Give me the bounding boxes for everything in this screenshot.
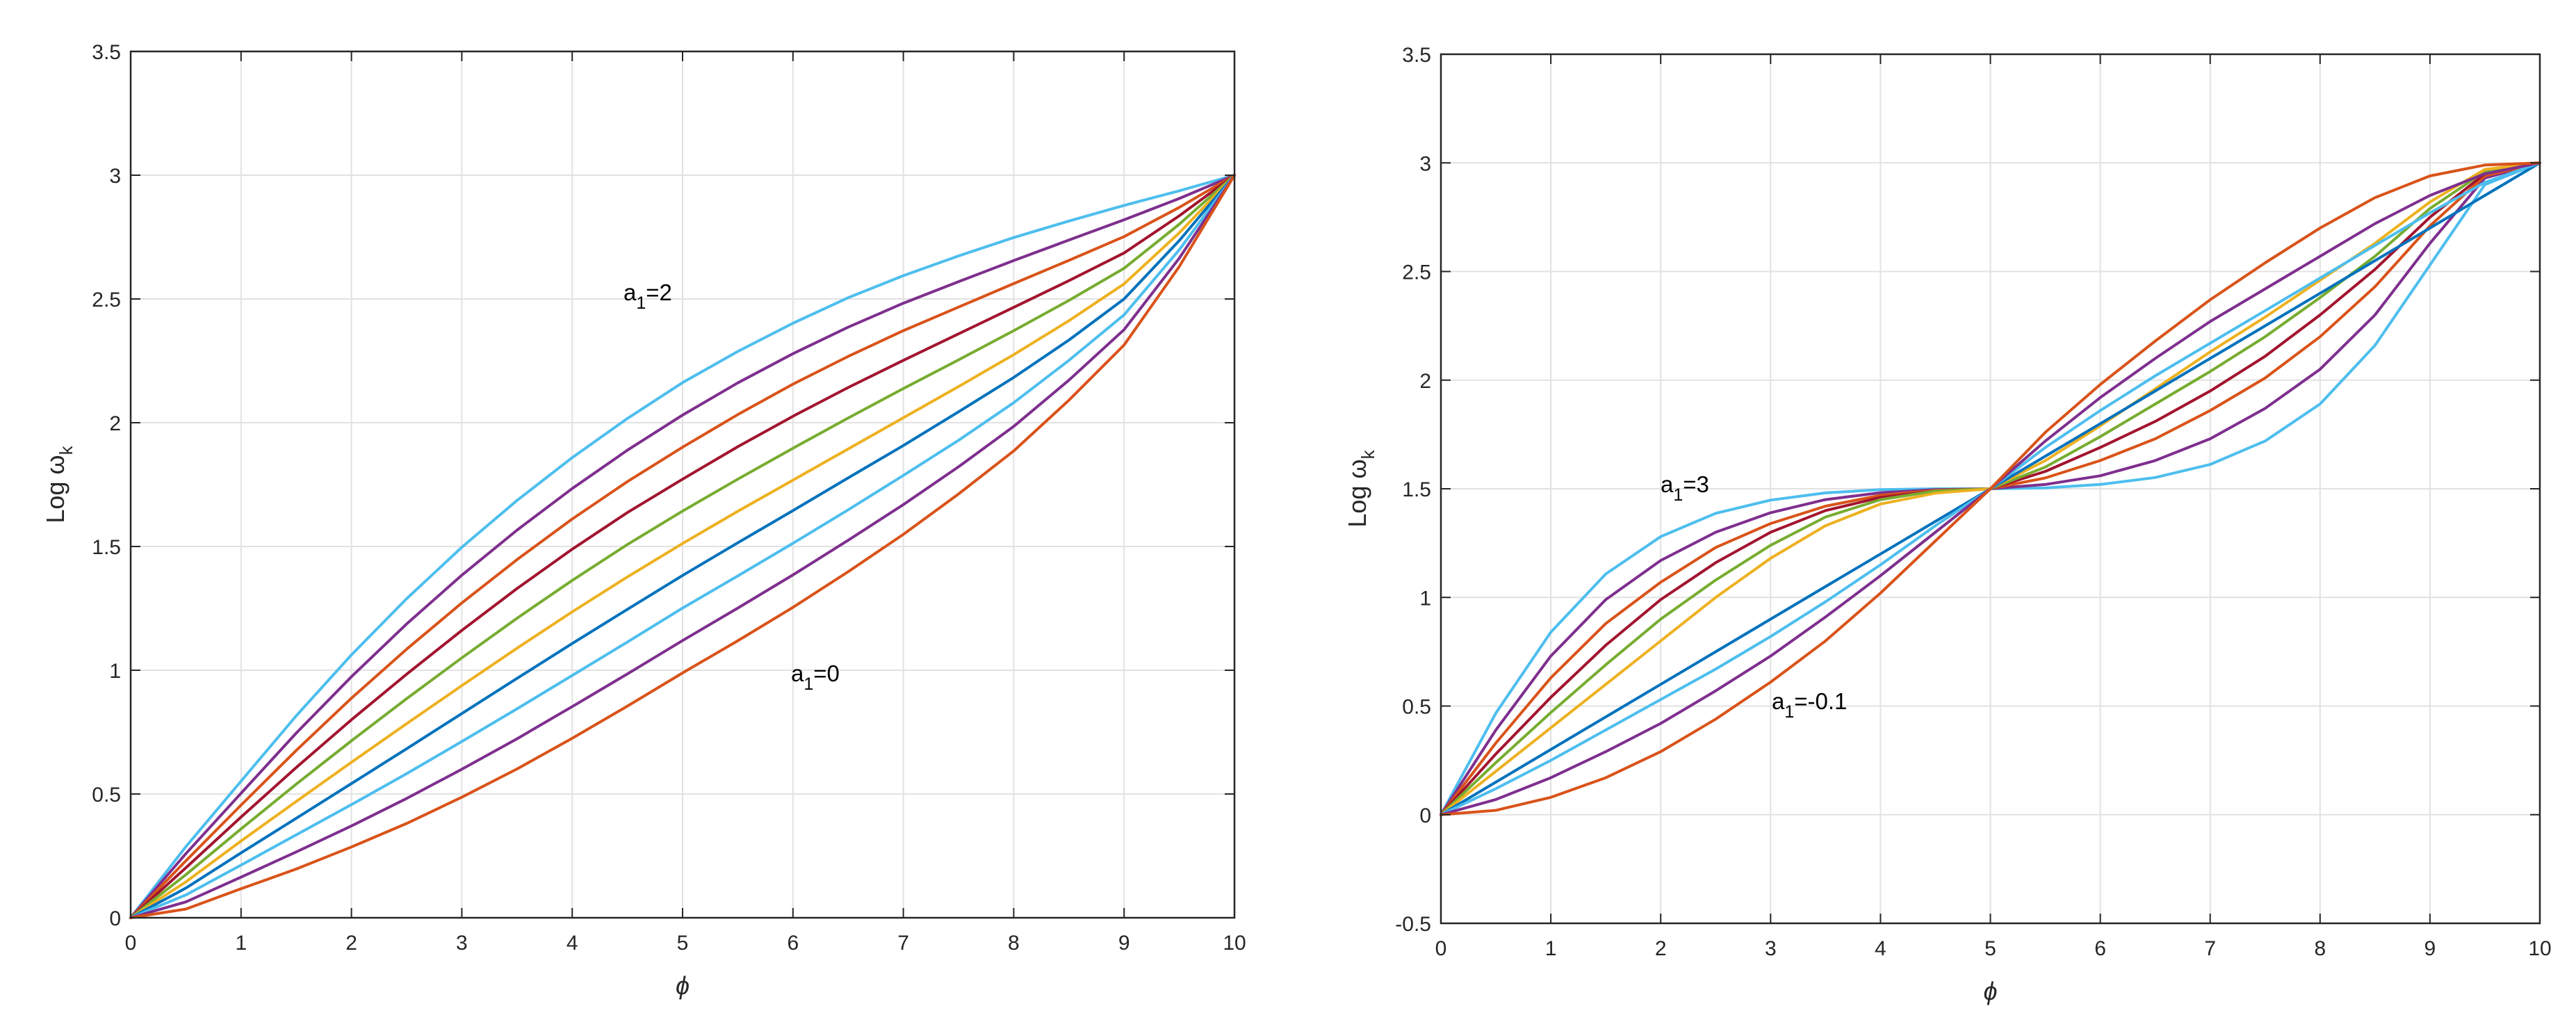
y-axis-label-subscript: k <box>56 445 76 455</box>
series-line-4 <box>129 174 1236 919</box>
y-tick-label: 3 <box>109 165 121 188</box>
y-tick-label: 3.5 <box>1402 44 1431 67</box>
x-tick-label: 6 <box>2094 937 2106 960</box>
x-tick-label: 7 <box>2204 937 2216 960</box>
series-line-10 <box>1440 161 2541 816</box>
y-tick-label: 1.5 <box>1402 478 1431 501</box>
annotation-value: =0 <box>813 661 840 686</box>
annotation-variable: a <box>1661 471 1674 497</box>
x-axis-label: ϕ <box>1983 977 1997 1005</box>
annotation-variable: a <box>1772 688 1785 714</box>
x-tick-label: 2 <box>1655 937 1667 960</box>
x-tick-label: 10 <box>2528 937 2551 960</box>
x-tick-label: 0 <box>1435 937 1447 960</box>
x-tick-label: 0 <box>125 932 137 955</box>
annotation-value: =2 <box>646 279 672 305</box>
x-tick-label: 10 <box>1223 932 1246 955</box>
x-tick-label: 9 <box>1118 932 1130 955</box>
series-line-5 <box>129 174 1236 919</box>
x-tick-label: 7 <box>897 932 909 955</box>
annotation-label: a1=3 <box>1661 471 1709 505</box>
y-axis-label-subscript: k <box>1358 449 1378 459</box>
y-tick-label: 1 <box>1419 587 1431 610</box>
annotation-variable: a <box>791 661 804 686</box>
series-line-2 <box>129 174 1236 919</box>
annotation-variable: a <box>623 279 637 305</box>
y-axis-label: Log ωk <box>1343 449 1378 527</box>
annotation-subscript: 1 <box>804 674 813 694</box>
annotation-label: a1=0 <box>791 661 840 694</box>
annotation-label: a1=-0.1 <box>1772 688 1847 722</box>
annotation-label: a1=2 <box>623 279 672 313</box>
annotation-subscript: 1 <box>1673 485 1683 505</box>
x-tick-label: 1 <box>235 932 247 955</box>
y-tick-label: 2.5 <box>1402 261 1431 284</box>
y-tick-label: 2 <box>109 412 121 435</box>
y-tick-label: 0.5 <box>92 784 121 807</box>
y-tick-label: 3 <box>1419 152 1431 175</box>
series-line-7 <box>129 174 1236 919</box>
x-tick-label: 2 <box>345 932 357 955</box>
x-tick-label: 1 <box>1545 937 1557 960</box>
x-tick-label: 6 <box>787 932 799 955</box>
annotation-subscript: 1 <box>636 293 646 313</box>
series-line-9 <box>129 174 1236 919</box>
x-tick-label: 4 <box>566 932 578 955</box>
y-tick-label: 2.5 <box>92 289 121 311</box>
series-line-10 <box>129 174 1236 919</box>
y-axis-label-text: Log ω <box>41 455 70 523</box>
annotation-subscript: 1 <box>1784 702 1794 722</box>
series-line-8 <box>129 174 1236 919</box>
series-line-1 <box>129 174 1236 919</box>
x-tick-label: 5 <box>677 932 689 955</box>
series-line-6 <box>129 174 1236 919</box>
y-tick-label: 3.5 <box>92 41 121 64</box>
x-axis-label: ϕ <box>676 971 690 1000</box>
x-tick-label: 8 <box>1008 932 1020 955</box>
annotation-value: =3 <box>1683 471 1709 497</box>
y-tick-label: 0.5 <box>1402 696 1431 719</box>
y-tick-label: -0.5 <box>1395 913 1431 936</box>
y-axis-label-text: Log ω <box>1343 459 1371 527</box>
y-axis-label: Log ωk <box>41 445 76 523</box>
y-tick-label: 1.5 <box>92 536 121 559</box>
x-tick-label: 9 <box>2424 937 2436 960</box>
series-line-3 <box>129 174 1236 919</box>
x-tick-label: 3 <box>1765 937 1777 960</box>
y-tick-label: 0 <box>109 907 121 930</box>
y-tick-label: 0 <box>1419 804 1431 827</box>
x-tick-label: 3 <box>456 932 468 955</box>
x-tick-label: 8 <box>2314 937 2326 960</box>
annotation-value: =-0.1 <box>1794 688 1847 714</box>
y-tick-label: 1 <box>109 660 121 683</box>
x-tick-label: 5 <box>1984 937 1996 960</box>
x-tick-label: 4 <box>1875 937 1886 960</box>
y-tick-label: 2 <box>1419 370 1431 393</box>
